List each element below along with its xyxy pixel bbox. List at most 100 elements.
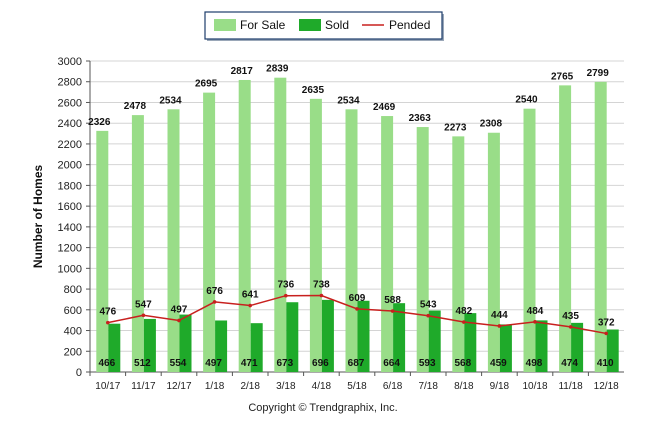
legend-box [204,11,443,40]
bar-for-sale [416,127,429,372]
point-pended [284,293,288,298]
bar-for-sale [452,136,465,372]
y-tick-label: 800 [64,284,82,296]
point-pended [497,324,502,328]
data-label-sold: 466 [98,358,115,369]
bar-sold [535,320,548,372]
data-label-pended: 676 [206,286,223,297]
data-label-for-sale: 2540 [515,95,538,106]
bar-sold [357,300,370,372]
y-tick-label: 2200 [58,139,82,151]
bar-for-sale [523,108,536,372]
point-pended [604,331,608,336]
y-tick-label: 1200 [58,243,82,255]
point-pended [533,320,537,324]
data-label-for-sale: 2635 [302,85,325,96]
x-tick-label: 2/18 [240,381,260,392]
data-label-sold: 471 [241,358,258,369]
point-pended [319,293,324,298]
bar-sold [393,303,406,372]
y-tick-label: 2600 [58,97,82,109]
data-label-sold: 497 [205,358,222,369]
point-pended [568,325,573,329]
data-label-pended: 547 [135,299,152,310]
data-label-sold: 459 [490,358,507,369]
data-label-pended: 497 [171,304,188,315]
y-tick-label: 1800 [58,180,82,192]
data-label-pended: 484 [527,306,544,317]
bar-sold [215,320,228,372]
data-label-for-sale: 2308 [480,119,503,130]
legend-label-sold: Sold [325,18,349,32]
data-label-for-sale: 2799 [587,68,610,79]
data-label-pended: 482 [455,306,472,317]
bar-sold [250,323,263,372]
data-label-pended: 641 [242,290,259,301]
legend-swatch-for-sale [214,19,236,31]
y-tick-label: 3000 [58,56,82,68]
data-label-for-sale: 2273 [444,122,467,133]
data-label-for-sale: 2326 [88,117,111,128]
legend-swatch-sold [299,19,321,31]
bar-sold [571,322,584,372]
data-label-sold: 474 [561,358,578,369]
data-label-pended: 738 [313,279,330,290]
copyright-text: Copyright © Trendgraphix, Inc. [248,402,398,414]
x-tick-label: 1/18 [205,381,225,392]
data-label-sold: 554 [170,358,187,369]
x-tick-label: 9/18 [490,381,510,392]
point-pended [426,313,431,318]
x-tick-label: 4/18 [312,381,332,392]
data-label-pended: 476 [99,307,116,318]
data-label-for-sale: 2363 [409,113,432,124]
data-label-for-sale: 2534 [159,95,182,106]
point-pended [177,318,181,323]
bar-sold [286,302,299,372]
bar-for-sale [345,109,358,373]
bar-sold [108,323,121,372]
data-label-for-sale: 2817 [231,66,254,77]
bar-for-sale [167,109,180,373]
bar-for-sale [96,130,109,372]
bar-sold [143,318,156,372]
data-label-sold: 498 [526,358,543,369]
y-axis-label: Number of Homes [31,165,45,269]
bar-for-sale [131,115,144,372]
point-pended [390,309,395,313]
data-label-sold: 696 [312,358,329,369]
data-label-sold: 593 [419,358,436,369]
bar-for-sale [274,77,287,372]
point-pended [355,307,359,311]
y-tick-label: 0 [76,367,82,379]
x-tick-label: 10/17 [95,381,120,392]
bar-sold [321,299,334,372]
data-label-sold: 410 [597,358,614,369]
y-tick-label: 1600 [58,201,82,213]
x-tick-label: 11/18 [558,381,583,392]
bar-for-sale [559,85,572,372]
y-tick-label: 2400 [58,118,82,130]
bar-sold [464,313,477,372]
bar-for-sale [487,132,500,372]
bar-sold [499,324,512,372]
y-tick-label: 2800 [58,77,82,89]
bar-sold [179,314,192,372]
data-label-pended: 372 [598,317,615,328]
data-label-sold: 687 [348,358,365,369]
data-label-sold: 568 [454,358,471,369]
x-tick-label: 12/17 [166,381,191,392]
y-tick-label: 200 [64,346,82,358]
legend-label-pended: Pended [389,18,430,32]
y-tick-label: 2000 [58,160,82,172]
point-pended [462,320,466,324]
data-label-for-sale: 2839 [266,64,289,75]
data-label-sold: 673 [276,358,293,369]
x-tick-label: 11/17 [131,381,156,392]
bar-sold [606,329,619,372]
data-label-sold: 664 [383,358,400,369]
bar-for-sale [203,92,216,372]
y-tick-label: 1400 [58,222,82,234]
data-label-pended: 588 [384,295,401,306]
